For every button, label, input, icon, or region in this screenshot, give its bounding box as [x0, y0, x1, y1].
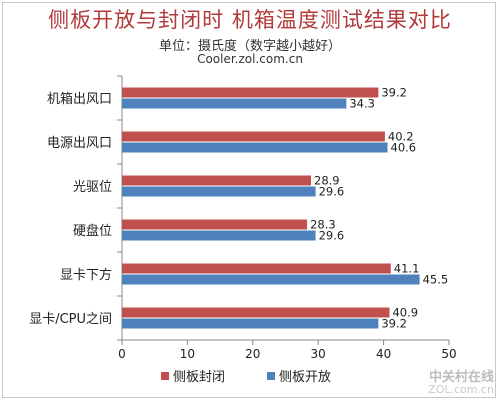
bar-open	[122, 318, 379, 329]
watermark-text-cn: 中关村在线	[428, 370, 494, 385]
data-label: 28.9	[314, 174, 340, 188]
chart-frame	[2, 2, 496, 398]
legend-label: 侧板开放	[279, 370, 331, 385]
x-tick-label: 0	[118, 347, 126, 361]
data-label: 39.2	[381, 317, 407, 331]
bar-open	[122, 142, 388, 153]
x-tick-label: 40	[376, 347, 391, 361]
data-label: 29.6	[319, 185, 345, 199]
category-label: 机箱出风口	[47, 91, 112, 107]
chart-subtitle: 单位：摄氏度（数字越小越好）	[158, 39, 341, 54]
legend-swatch	[267, 372, 275, 380]
legend-swatch	[161, 372, 169, 380]
category-label: 显卡/CPU之间	[29, 312, 112, 327]
bar-closed	[122, 307, 390, 318]
bar-closed	[122, 131, 385, 142]
data-label: 45.5	[423, 273, 449, 287]
bar-closed	[122, 219, 308, 230]
data-label: 28.3	[310, 218, 336, 232]
bar-closed	[122, 263, 391, 274]
x-tick-label: 50	[441, 347, 456, 361]
watermark-logo: 中关村在线 ZOL.com.cn	[428, 370, 494, 396]
category-label: 硬盘位	[73, 223, 112, 239]
data-label: 40.6	[391, 141, 417, 155]
data-label: 39.2	[381, 86, 407, 100]
bar-closed	[122, 175, 312, 186]
x-tick-label: 10	[180, 347, 195, 361]
watermark-text-en: ZOL.com.cn	[428, 383, 494, 396]
category-label: 光驱位	[73, 180, 112, 195]
category-label: 电源出风口	[47, 136, 112, 151]
bar-open	[122, 98, 347, 109]
x-tick-label: 20	[245, 347, 260, 361]
data-label: 41.1	[394, 262, 420, 276]
bar-open	[122, 186, 316, 197]
bar-open	[122, 230, 316, 241]
legend-label: 侧板封闭	[173, 370, 225, 385]
x-tick-label: 30	[311, 347, 326, 361]
bar-open	[122, 274, 420, 285]
data-label: 29.6	[319, 229, 345, 243]
bar-closed	[122, 87, 379, 98]
chart-title: 侧板开放与封闭时 机箱温度测试结果对比	[48, 8, 452, 32]
data-label: 34.3	[349, 97, 375, 111]
data-label: 40.9	[392, 306, 418, 320]
category-label: 显卡下方	[60, 267, 112, 283]
chart-source: Cooler.zol.com.cn	[197, 52, 303, 66]
data-label: 40.2	[388, 130, 414, 144]
